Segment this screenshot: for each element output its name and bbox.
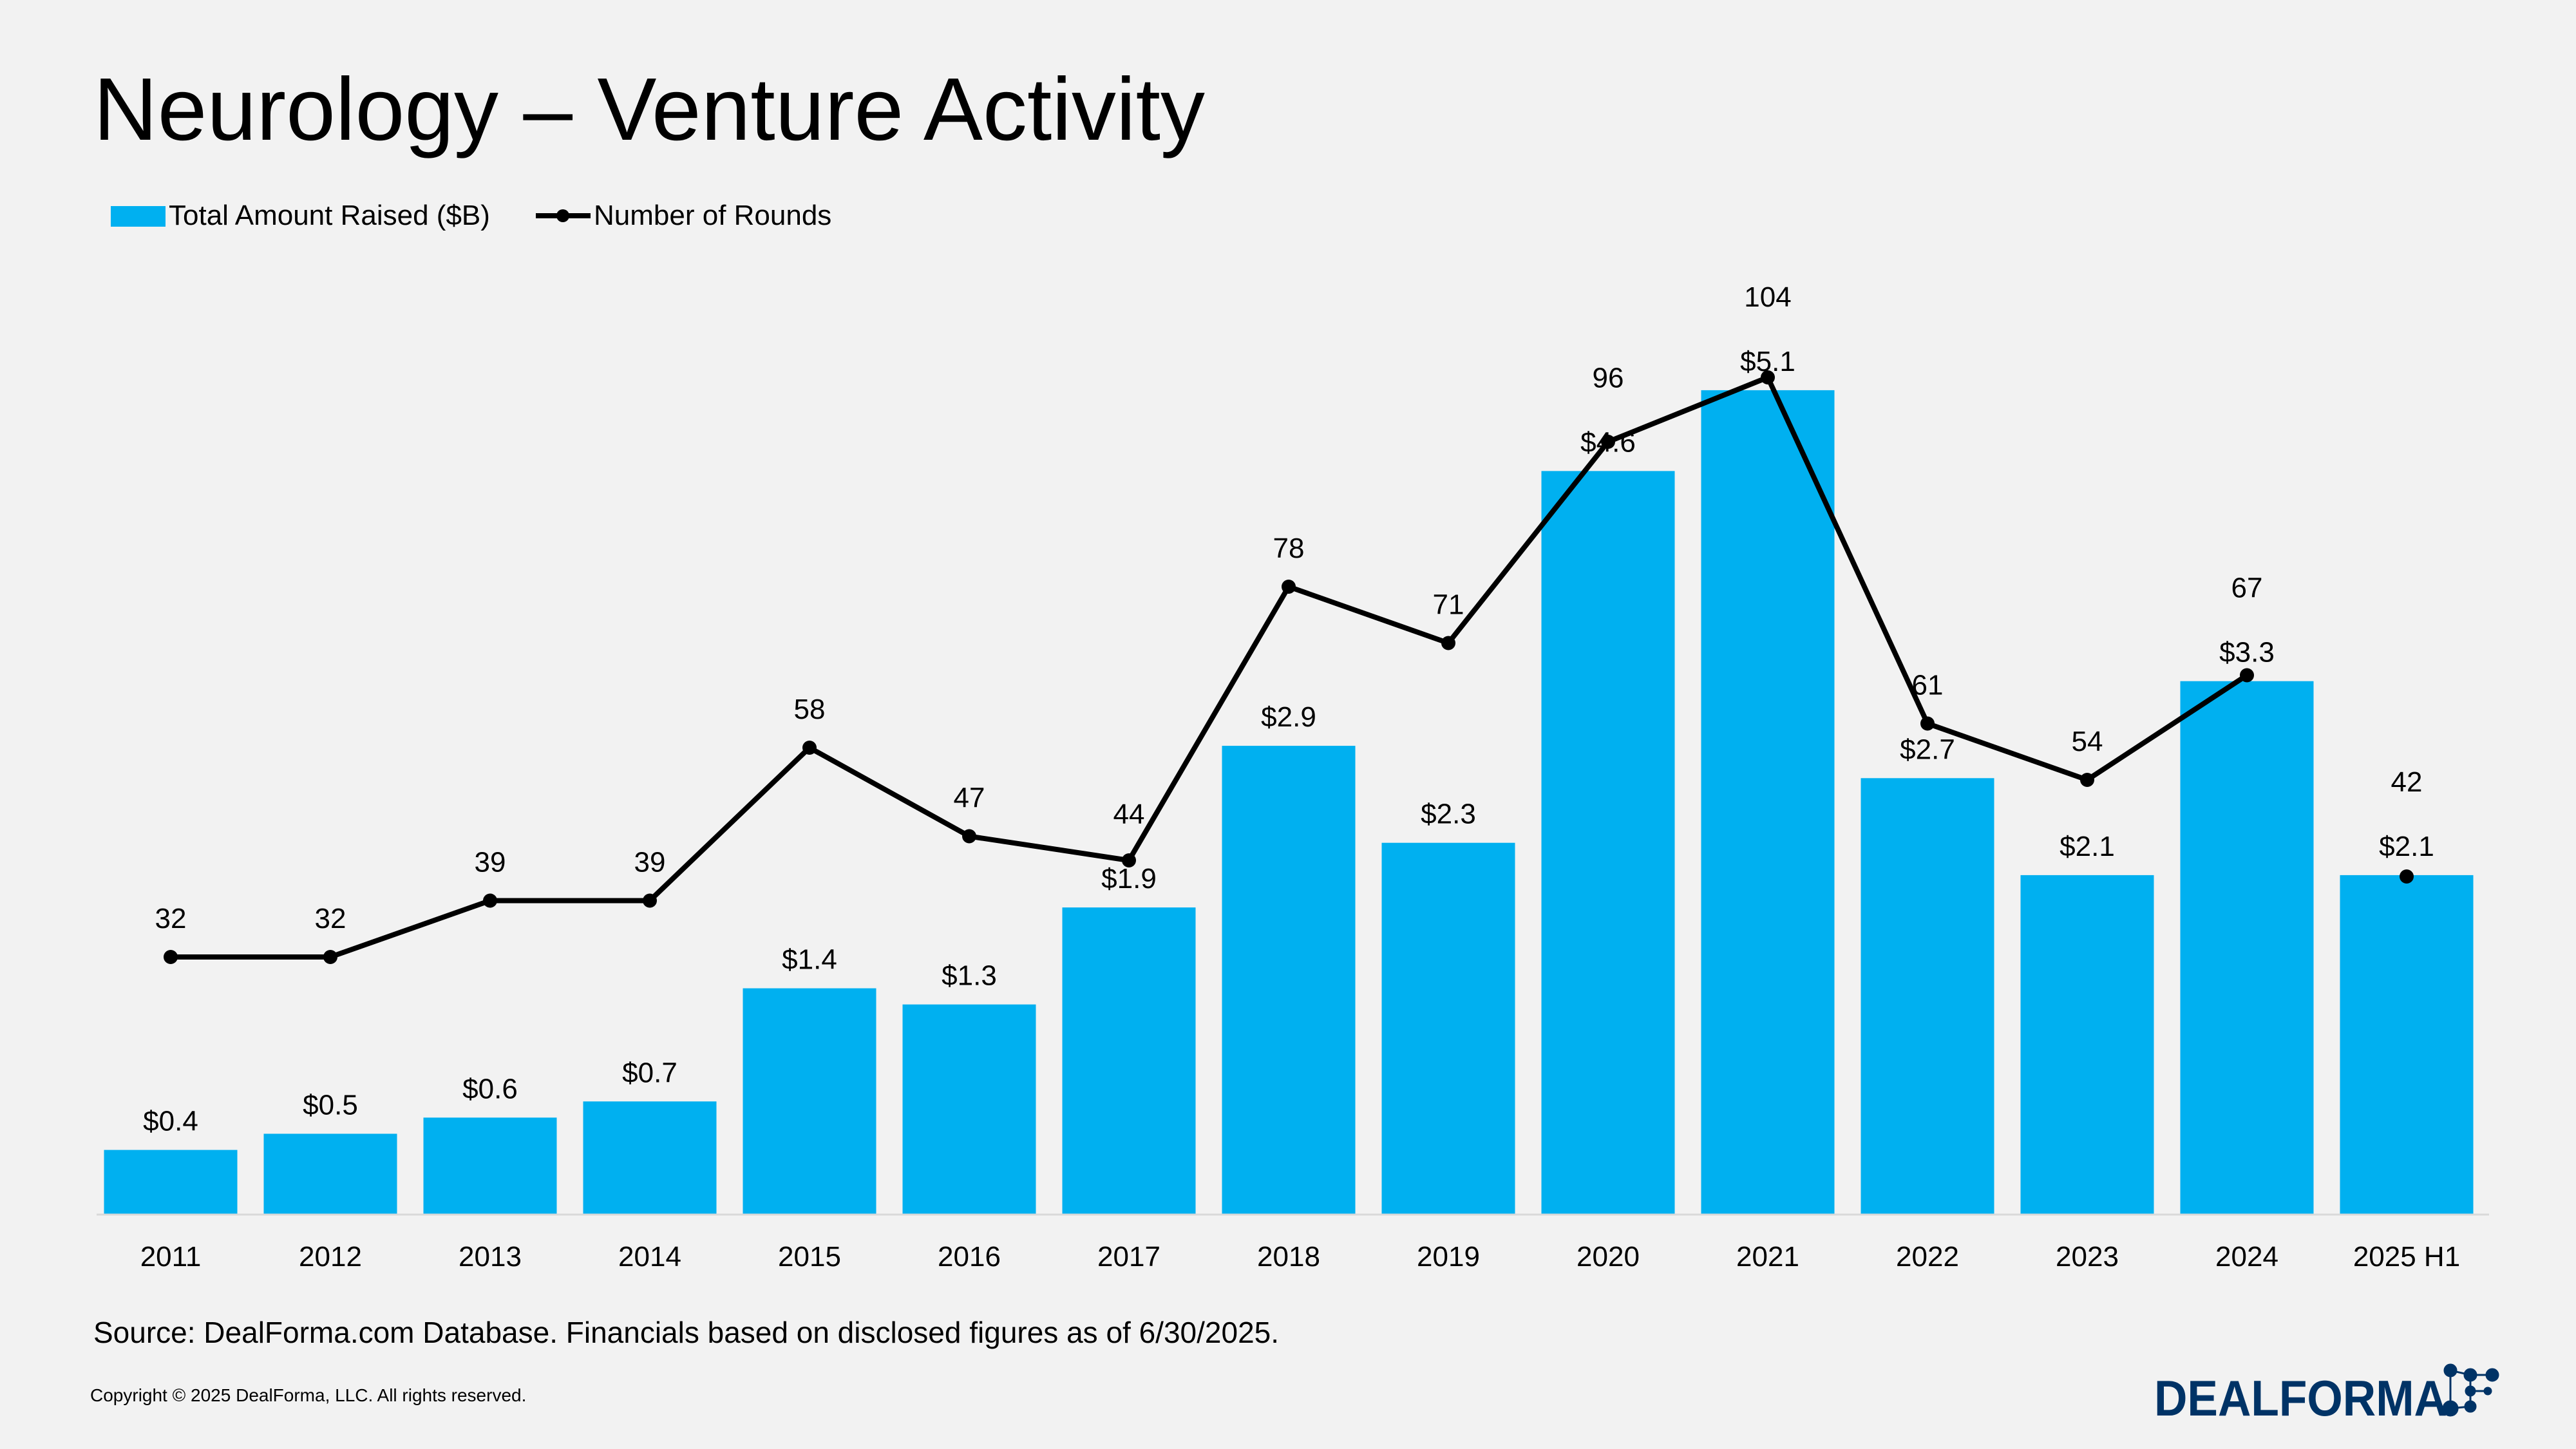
rounds-value-label: 44 — [1113, 799, 1145, 830]
rounds-marker — [2080, 773, 2094, 787]
rounds-marker — [1601, 435, 1615, 449]
bar — [902, 1004, 1036, 1215]
rounds-value-label: 42 — [2391, 766, 2423, 798]
bar — [423, 1117, 557, 1215]
bar — [1701, 390, 1835, 1215]
x-tick-label: 2019 — [1417, 1241, 1480, 1273]
rounds-marker — [1920, 716, 1935, 731]
rounds-marker — [962, 829, 976, 844]
bar-value-label: $5.1 — [1740, 346, 1795, 377]
x-tick-label: 2014 — [618, 1241, 681, 1273]
bar — [263, 1133, 397, 1215]
x-tick-label: 2015 — [778, 1241, 841, 1273]
rounds-marker — [1441, 636, 1455, 650]
rounds-marker — [643, 893, 657, 908]
copyright: Copyright © 2025 DealForma, LLC. All rig… — [90, 1385, 526, 1405]
bar — [583, 1101, 717, 1215]
rounds-marker — [483, 893, 497, 908]
dealforma-logo: DEALFORMA — [2154, 1363, 2499, 1426]
bar — [1541, 471, 1675, 1215]
bar — [743, 988, 876, 1215]
bar — [2180, 681, 2314, 1215]
svg-text:DEALFORMA: DEALFORMA — [2154, 1370, 2447, 1426]
x-tick-label: 2018 — [1257, 1241, 1320, 1273]
bar-value-label: $0.5 — [303, 1090, 358, 1121]
legend-bar-swatch — [111, 206, 166, 227]
rounds-marker — [164, 950, 178, 964]
legend-line-label: Number of Rounds — [594, 200, 831, 231]
bar-value-label: $2.9 — [1261, 701, 1316, 733]
legend: Total Amount Raised ($B) Number of Round… — [111, 200, 831, 231]
bar-value-label: $1.9 — [1101, 863, 1157, 895]
bar-value-label: $1.4 — [782, 944, 837, 976]
x-tick-label: 2013 — [459, 1241, 522, 1273]
x-tick-label: 2011 — [140, 1241, 202, 1273]
x-tick-label: 2021 — [1736, 1241, 1799, 1273]
bar-value-label: $0.6 — [462, 1073, 518, 1104]
rounds-value-label: 78 — [1273, 533, 1305, 564]
rounds-marker — [1122, 853, 1136, 867]
bar — [1222, 746, 1356, 1215]
rounds-value-label: 104 — [1744, 281, 1791, 313]
rounds-marker — [2240, 668, 2254, 683]
bar — [1861, 778, 1994, 1215]
bar — [1381, 842, 1515, 1215]
bar-value-label: $2.1 — [2060, 831, 2115, 862]
x-tick-label: 2012 — [299, 1241, 362, 1273]
rounds-marker — [1761, 370, 1775, 384]
bar-value-label: $1.3 — [942, 960, 997, 992]
rounds-marker — [323, 950, 337, 964]
rounds-value-label: 71 — [1433, 589, 1464, 621]
rounds-value-label: 32 — [155, 903, 187, 934]
rounds-marker — [1282, 580, 1296, 594]
bar-value-label: $2.1 — [2379, 831, 2434, 862]
rounds-value-label: 96 — [1593, 362, 1624, 393]
bar-value-label: $0.7 — [622, 1057, 677, 1088]
legend-bar-label: Total Amount Raised ($B) — [169, 200, 490, 231]
bar-value-label: $3.3 — [2219, 637, 2275, 668]
rounds-marker — [2400, 869, 2414, 884]
rounds-value-label: 39 — [634, 847, 666, 878]
rounds-value-label: 54 — [2072, 726, 2103, 757]
page-title: Neurology – Venture Activity — [93, 60, 1205, 159]
bar-value-label: $2.7 — [1900, 734, 1955, 765]
x-tick-label: 2024 — [2215, 1241, 2278, 1273]
rounds-line — [171, 375, 2249, 960]
bar — [104, 1150, 238, 1215]
legend-line-marker — [556, 209, 569, 222]
rounds-value-label: 61 — [1912, 669, 1944, 701]
bar-value-label: $2.3 — [1421, 799, 1476, 830]
rounds-value-label: 58 — [794, 694, 826, 725]
x-tick-label: 2017 — [1097, 1241, 1160, 1273]
x-tick-label: 2022 — [1896, 1241, 1959, 1273]
bar — [2340, 875, 2474, 1215]
x-tick-label: 2025 H1 — [2353, 1241, 2460, 1273]
x-tick-label: 2016 — [938, 1241, 1001, 1273]
x-tick-label: 2020 — [1577, 1241, 1640, 1273]
bar — [1062, 907, 1196, 1215]
rounds-value-label: 39 — [475, 847, 506, 878]
rounds-value-label: 32 — [315, 903, 346, 934]
bar — [2020, 875, 2154, 1215]
bar-value-label: $4.6 — [1580, 426, 1636, 458]
x-tick-label: 2023 — [2056, 1241, 2119, 1273]
rounds-value-label: 47 — [954, 782, 985, 814]
rounds-value-label: 67 — [2231, 573, 2263, 604]
rounds-marker — [802, 741, 817, 755]
source-note: Source: DealForma.com Database. Financia… — [93, 1316, 1279, 1349]
bar-value-label: $0.4 — [143, 1106, 198, 1137]
